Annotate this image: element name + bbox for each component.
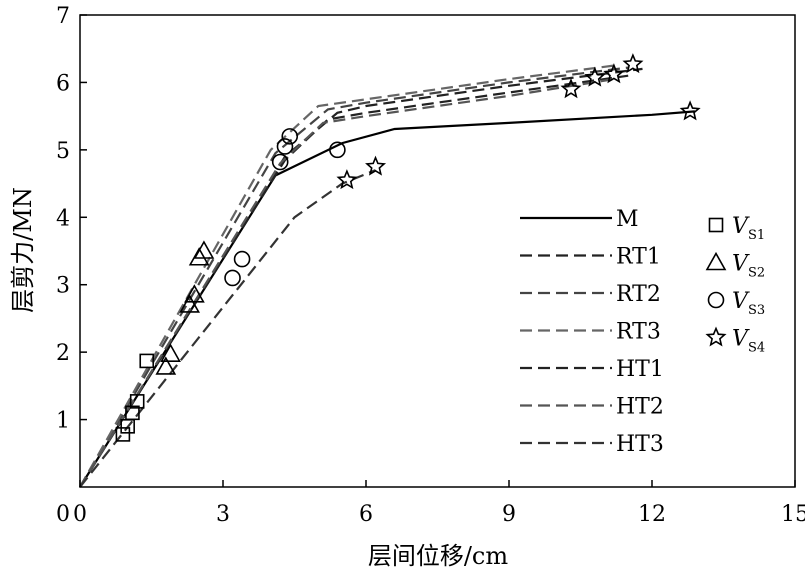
- plot-frame: [79, 14, 796, 488]
- marker-triangle: [184, 284, 205, 303]
- marker-square: [139, 353, 155, 369]
- y-tick-label: 0: [56, 502, 70, 527]
- marker-circle: [271, 153, 289, 171]
- series-line-m: [79, 110, 695, 488]
- legend-label: HT1: [616, 357, 664, 382]
- x-axis-title: 层间位移/cm: [368, 542, 509, 570]
- marker-triangle: [179, 294, 201, 313]
- marker-square: [115, 427, 131, 442]
- x-tick-label: 15: [781, 502, 805, 527]
- y-tick-label: 7: [56, 4, 70, 29]
- x-tick-label: 0: [73, 502, 87, 527]
- legend-marker-square: [708, 217, 724, 233]
- marker-star: [365, 155, 387, 176]
- legend-marker-triangle: [705, 251, 727, 271]
- legend-marker-circle: [707, 291, 725, 309]
- legend-label: RT2: [616, 282, 661, 307]
- series-line-rt3: [79, 64, 615, 488]
- marker-triangle: [160, 343, 181, 362]
- y-axis-title: 层剪力/MN: [9, 187, 37, 313]
- marker-star: [622, 53, 644, 74]
- marker-star: [336, 169, 358, 190]
- legend-label: HT2: [616, 395, 664, 420]
- marker-star: [584, 66, 606, 87]
- series-line-rt1: [79, 67, 643, 488]
- marker-circle: [329, 141, 346, 159]
- legend-symbol-subscript: S2: [748, 266, 765, 281]
- y-tick-label: 3: [56, 274, 70, 299]
- marker-star: [560, 78, 582, 99]
- series-line-ht2: [79, 78, 615, 488]
- legend-symbol-label: V: [732, 289, 750, 314]
- plot-area: [79, 53, 701, 488]
- marker-triangle: [188, 247, 210, 266]
- legend-label: RT3: [616, 320, 661, 345]
- x-tick-label: 3: [216, 502, 230, 527]
- legend-marker-star: [705, 326, 727, 347]
- marker-triangle: [155, 356, 177, 375]
- y-tick-label: 2: [56, 341, 70, 366]
- marker-star: [679, 100, 701, 121]
- series-line-rt2: [79, 66, 629, 488]
- marker-square: [125, 405, 140, 421]
- marker-circle: [224, 269, 241, 287]
- y-tick-label: 6: [56, 71, 70, 96]
- legend-symbol-subscript: S1: [748, 228, 765, 243]
- series-line-ht1: [79, 74, 629, 488]
- legend-symbol-subscript: S3: [748, 303, 765, 318]
- marker-star: [603, 63, 625, 84]
- x-tick-label: 9: [502, 502, 516, 527]
- legend-symbol-label: V: [732, 214, 750, 239]
- y-tick-label: 5: [56, 139, 70, 164]
- legend-label: RT1: [616, 245, 661, 270]
- legend-label: HT3: [616, 432, 664, 457]
- legend-label: M: [616, 207, 639, 232]
- marker-circle: [281, 128, 299, 145]
- y-tick-label: 4: [56, 206, 70, 231]
- y-tick-label: 1: [56, 409, 70, 434]
- legend-symbol-label: V: [732, 327, 750, 352]
- x-tick-label: 6: [359, 502, 373, 527]
- marker-square: [129, 394, 145, 409]
- series-line-ht3: [79, 169, 376, 488]
- marker-triangle: [193, 240, 215, 259]
- legend-symbol-label: V: [732, 252, 750, 277]
- legend-symbol-subscript: S4: [748, 341, 765, 356]
- marker-circle: [233, 250, 251, 268]
- x-tick-label: 12: [638, 502, 666, 527]
- marker-circle: [276, 138, 294, 155]
